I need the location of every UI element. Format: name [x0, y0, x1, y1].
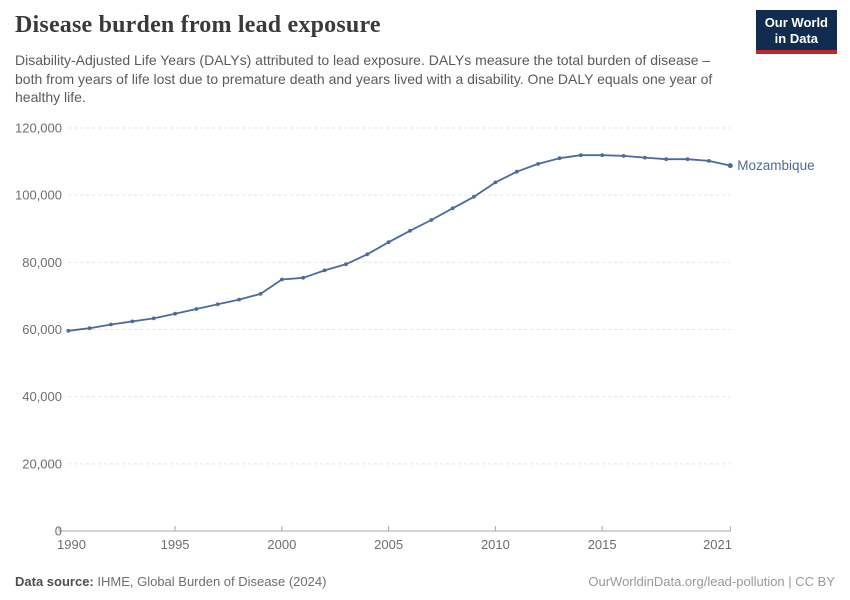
- data-point[interactable]: [685, 157, 690, 162]
- data-point[interactable]: [600, 153, 605, 158]
- data-point[interactable]: [87, 326, 92, 331]
- data-point[interactable]: [301, 275, 306, 280]
- data-point[interactable]: [344, 262, 348, 267]
- y-tick-label: 120,000: [15, 121, 62, 136]
- data-point[interactable]: [450, 206, 455, 211]
- data-point[interactable]: [258, 292, 263, 296]
- y-tick-label: 60,000: [22, 322, 62, 337]
- data-point[interactable]: [194, 307, 199, 311]
- chart-subtitle: Disability-Adjusted Life Years (DALYs) a…: [15, 52, 713, 106]
- data-line[interactable]: [67, 154, 732, 332]
- data-point[interactable]: [707, 159, 711, 163]
- data-point[interactable]: [578, 153, 583, 158]
- y-tick-label: 40,000: [22, 389, 62, 404]
- data-point[interactable]: [280, 277, 284, 282]
- data-point[interactable]: [322, 268, 327, 273]
- data-point[interactable]: [472, 194, 476, 199]
- owid-logo-line2: in Data: [774, 30, 819, 46]
- entity-label[interactable]: Mozambique: [737, 158, 814, 173]
- data-point[interactable]: [109, 322, 113, 327]
- data-source-label: Data source:: [15, 574, 94, 589]
- data-point[interactable]: [643, 155, 647, 160]
- data-point[interactable]: [408, 228, 412, 233]
- data-point[interactable]: [557, 156, 562, 161]
- x-tick-label: 1995: [161, 537, 190, 552]
- data-point[interactable]: [215, 302, 220, 307]
- data-point[interactable]: [536, 162, 540, 166]
- data-point[interactable]: [173, 311, 178, 316]
- footer-link[interactable]: OurWorldinData.org/lead-pollution | CC B…: [588, 574, 835, 589]
- data-point[interactable]: [621, 154, 626, 158]
- y-tick-label: 100,000: [15, 188, 62, 203]
- owid-logo[interactable]: Our World in Data: [755, 10, 837, 55]
- data-point[interactable]: [514, 169, 519, 174]
- data-point[interactable]: [66, 328, 71, 333]
- chart-title: Disease burden from lead exposure: [15, 12, 381, 38]
- data-source-value: IHME, Global Burden of Disease (2024): [93, 574, 327, 589]
- data-point[interactable]: [151, 316, 156, 321]
- chart-footer: Data source: IHME, Global Burden of Dise…: [15, 574, 835, 589]
- x-tick-label: 2021: [703, 537, 732, 552]
- data-point[interactable]: [237, 297, 242, 302]
- y-tick-label: 20,000: [22, 456, 62, 471]
- data-point[interactable]: [386, 240, 391, 245]
- data-point[interactable]: [130, 319, 135, 324]
- x-tick-label: 2005: [374, 537, 403, 552]
- data-point[interactable]: [429, 218, 434, 222]
- x-tick-label: 2010: [481, 537, 510, 552]
- x-tick-label: 1990: [57, 537, 86, 552]
- data-point[interactable]: [365, 252, 370, 257]
- owid-logo-line1: Our World: [764, 15, 828, 30]
- data-point[interactable]: [664, 157, 669, 162]
- data-source: Data source: IHME, Global Burden of Dise…: [15, 574, 326, 589]
- data-point[interactable]: [727, 163, 733, 169]
- y-tick-label: 0: [55, 524, 62, 539]
- y-tick-label: 80,000: [22, 255, 62, 270]
- x-tick-label: 2000: [267, 537, 296, 552]
- x-tick-label: 2015: [588, 537, 617, 552]
- data-point[interactable]: [493, 180, 498, 185]
